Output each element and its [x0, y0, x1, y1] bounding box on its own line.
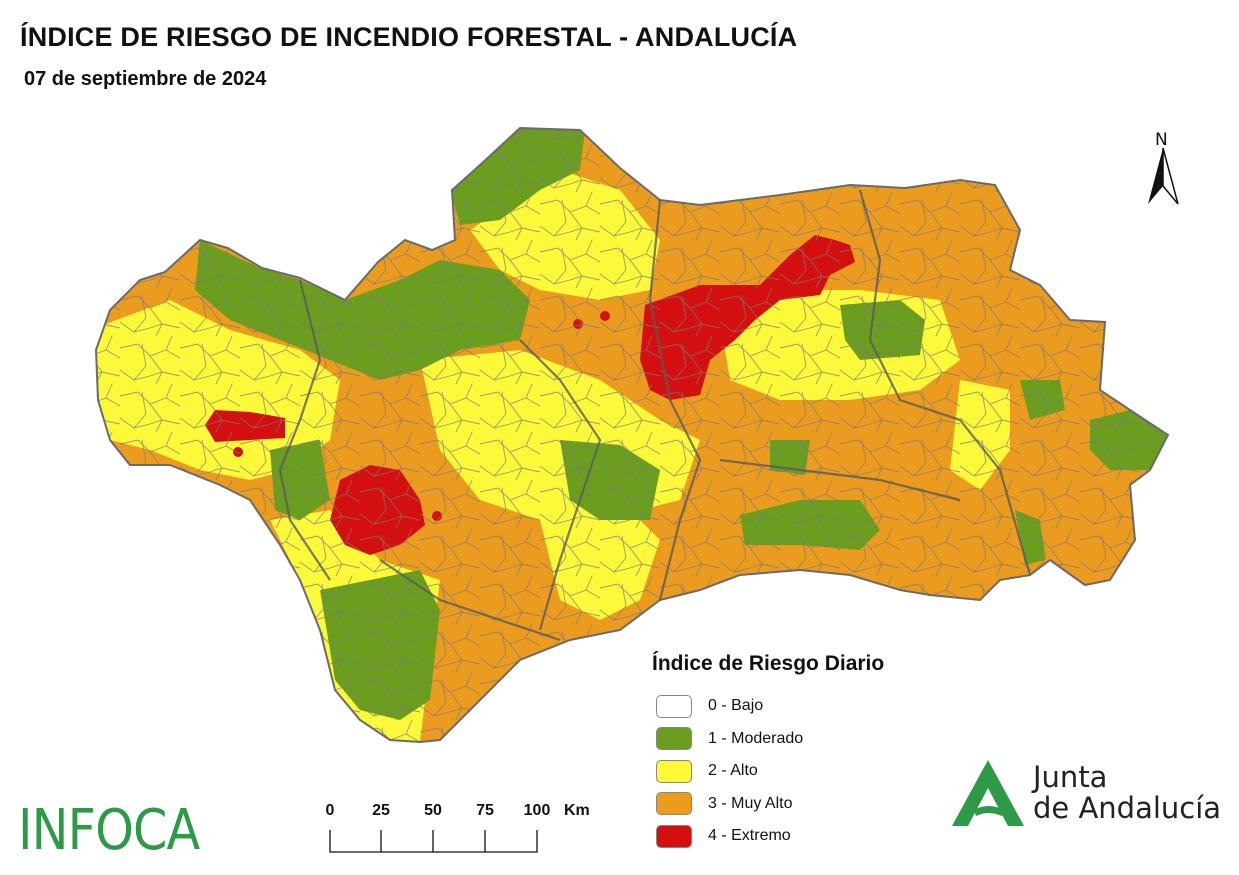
legend-swatch: [656, 727, 692, 751]
scale-bar: 0 25 50 75 100 Km: [322, 800, 622, 860]
legend: Índice de Riesgo Diario 0 - Bajo 1 - Mod…: [652, 652, 884, 853]
province-borders: [278, 189, 1032, 642]
region-outline: [94, 126, 1170, 744]
legend-label: 2 - Alto: [708, 762, 758, 780]
legend-item-extremo: 4 - Extremo: [652, 820, 884, 853]
scale-bar-line: [329, 830, 538, 853]
legend-swatch: [656, 759, 692, 783]
legend-item-moderado: 1 - Moderado: [652, 723, 884, 756]
north-arrow-icon: [1148, 147, 1179, 205]
legend-item-alto: 2 - Alto: [652, 755, 884, 788]
north-label: N: [1155, 130, 1168, 150]
legend-swatch: [656, 824, 692, 848]
map-date: 07 de septiembre de 2024: [24, 68, 267, 90]
legend-label: 4 - Extremo: [708, 827, 791, 845]
legend-label: 0 - Bajo: [708, 697, 764, 715]
junta-line-2: de Andalucía: [1033, 791, 1222, 825]
scale-tick-label: 25: [372, 802, 390, 819]
map-title: ÍNDICE DE RIESGO DE INCENDIO FORESTAL - …: [20, 22, 798, 52]
legend-title: Índice de Riesgo Diario: [652, 652, 885, 675]
legend-label: 1 - Moderado: [708, 729, 804, 747]
junta-andalucia-logo-icon: [952, 760, 1024, 826]
junta-line-1: Junta: [1033, 760, 1108, 794]
legend-item-muy-alto: 3 - Muy Alto: [652, 788, 884, 821]
infoca-logo: INFOCA: [18, 798, 200, 863]
scale-tick-label: 100: [523, 802, 551, 819]
legend-swatch: [656, 694, 692, 718]
legend-item-bajo: 0 - Bajo: [652, 690, 884, 723]
scale-tick-label: 75: [476, 802, 494, 819]
scale-tick-label: 50: [424, 802, 442, 819]
legend-swatch: [656, 792, 692, 816]
legend-label: 3 - Muy Alto: [708, 794, 793, 812]
scale-unit: Km: [564, 802, 590, 819]
junta-andalucia-wordmark: Junta de Andalucía: [1033, 762, 1221, 824]
scale-tick-label: 0: [325, 802, 335, 819]
